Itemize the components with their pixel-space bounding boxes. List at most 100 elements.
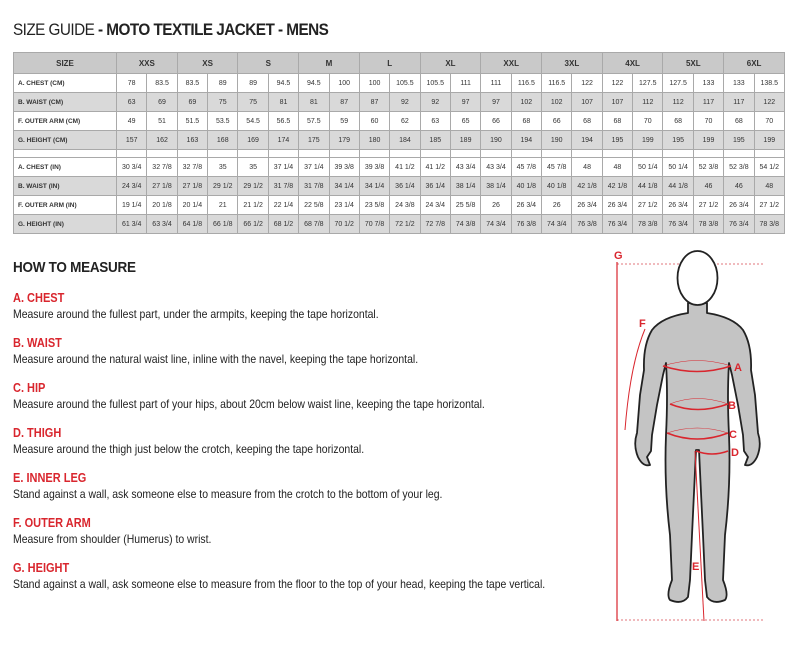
size-column-6xl: 6XL [723, 52, 785, 74]
table-cell: 75 [207, 92, 239, 112]
table-cell: 122 [571, 73, 603, 93]
measure-item: G. HEIGHT Stand against a wall, ask someo… [13, 561, 625, 591]
table-cell: 102 [541, 92, 573, 112]
table-cell: 138.5 [753, 73, 786, 93]
table-row: F. OUTER ARM (IN) 19 1/4 20 1/8 20 1/4 21 21 … [13, 195, 786, 215]
size-column-xxl: XXL [480, 52, 543, 74]
table-cell: 100 [328, 73, 360, 93]
table-cell: 76 3/8 [510, 214, 543, 234]
table-cell: 70 7/8 [358, 214, 391, 234]
table-cell: 78 3/8 [692, 214, 725, 234]
table-cell: 87 [358, 92, 391, 112]
table-cell: 40 1/8 [510, 176, 543, 196]
table-cell: 32 7/8 [176, 157, 209, 177]
measure-description: Stand against a wall, ask someone else t… [13, 577, 546, 591]
table-cell: 66 [541, 111, 573, 131]
size-table: SIZE XXS XS S M L XL XXL 3XL 4XL 5XL 6XL A. CHEST (… [13, 52, 786, 234]
table-cell: 23 5/8 [358, 195, 391, 215]
title-prefix: SIZE GUIDE [13, 20, 95, 39]
table-row: F. OUTER ARM (CM) 49 51 51.5 53.5 54.5 56.5 57.… [13, 111, 786, 131]
row-label: A. CHEST (CM) [13, 73, 117, 93]
table-cell: 52 3/8 [692, 157, 725, 177]
table-cell: 184 [389, 130, 421, 150]
table-cell: 49 [115, 111, 148, 131]
table-cell: 39 3/8 [358, 157, 391, 177]
table-header-row: SIZE XXS XS S M L XL XXL 3XL 4XL 5XL 6XL [13, 52, 785, 74]
measure-description: Measure from shoulder (Humerus) to wrist… [13, 532, 212, 546]
measure-description: Measure around the fullest part of your … [13, 397, 485, 411]
table-cell: 31 7/8 [267, 176, 300, 196]
table-cell: 112 [662, 92, 694, 112]
title-main: - MOTO TEXTILE JACKET - MENS [94, 20, 329, 39]
table-cell: 27 1/8 [176, 176, 209, 196]
table-cell: 45 7/8 [510, 157, 543, 177]
table-cell: 69 [176, 92, 209, 112]
table-cell: 44 1/8 [632, 176, 664, 196]
outer-arm-line [624, 328, 646, 431]
table-cell: 26 3/4 [571, 195, 603, 215]
table-cell: 22 1/4 [267, 195, 300, 215]
table-cell: 72 1/2 [389, 214, 421, 234]
table-cell: 46 [723, 176, 755, 196]
table-cell: 127.5 [662, 73, 694, 93]
table-row: B. WAIST (CM) 63 69 69 75 75 81 81 87 87 92 92 97 97 1… [13, 92, 786, 112]
measure-heading: F. OUTER ARM [13, 516, 91, 530]
table-cell: 189 [449, 130, 482, 150]
row-label: G. HEIGHT (IN) [13, 214, 117, 234]
table-cell: 111 [480, 73, 512, 93]
table-cell: 74 3/4 [541, 214, 573, 234]
measure-heading: C. HIP [13, 381, 46, 395]
label-e: E [692, 561, 699, 573]
table-cell: 61 3/4 [115, 214, 148, 234]
table-cell: 76 3/4 [601, 214, 634, 234]
head [676, 250, 719, 306]
table-cell: 75 [237, 92, 269, 112]
page-title: SIZE GUIDE - MOTO TEXTILE JACKET - MENS [13, 20, 329, 40]
table-cell: 41 1/2 [389, 157, 421, 177]
table-cell: 21 1/2 [237, 195, 269, 215]
table-cell: 116.5 [510, 73, 543, 93]
table-cell: 41 1/2 [419, 157, 451, 177]
table-cell: 122 [601, 73, 634, 93]
table-cell: 83.5 [176, 73, 209, 93]
measure-description: Measure around the fullest part, under t… [13, 307, 379, 321]
size-column-l: L [358, 52, 421, 74]
table-cell: 46 [692, 176, 725, 196]
row-label: G. HEIGHT (CM) [13, 130, 117, 150]
measure-description: Stand against a wall, ask someone else t… [13, 487, 443, 501]
table-cell: 112 [632, 92, 664, 112]
table-cell: 68 7/8 [298, 214, 330, 234]
table-cell: 68 [662, 111, 694, 131]
table-cell: 24 3/4 [115, 176, 148, 196]
table-cell: 62 [389, 111, 421, 131]
table-cell: 44 1/8 [662, 176, 694, 196]
table-cell: 22 5/8 [298, 195, 330, 215]
table-cell: 76 3/4 [662, 214, 694, 234]
size-column-xl: XL [419, 52, 482, 74]
table-cell: 68 [510, 111, 543, 131]
table-cell: 72 7/8 [419, 214, 451, 234]
table-cell: 63 [115, 92, 148, 112]
table-cell: 74 3/4 [480, 214, 512, 234]
table-cell: 50 1/4 [632, 157, 664, 177]
table-cell: 157 [115, 130, 148, 150]
table-cell: 174 [267, 130, 300, 150]
table-cell: 43 3/4 [449, 157, 482, 177]
table-cell: 100 [358, 73, 391, 93]
row-label: F. OUTER ARM (CM) [13, 111, 117, 131]
table-cell: 68 [571, 111, 603, 131]
table-cell: 31 7/8 [298, 176, 330, 196]
table-cell: 111 [449, 73, 482, 93]
table-cell: 190 [541, 130, 573, 150]
measure-item: B. WAIST Measure around the natural waist… [13, 336, 479, 366]
hip-line [666, 432, 729, 440]
table-cell: 39 3/8 [328, 157, 360, 177]
inner-leg-line [694, 450, 705, 622]
table-cell: 37 1/4 [267, 157, 300, 177]
table-cell: 107 [601, 92, 634, 112]
size-column-xxs: XXS [116, 52, 178, 74]
thigh-line [695, 450, 729, 455]
table-row: G. HEIGHT (IN) 61 3/4 63 3/4 64 1/8 66 1/8 66… [13, 214, 786, 234]
label-g: G [614, 250, 623, 262]
table-cell: 34 1/4 [328, 176, 360, 196]
